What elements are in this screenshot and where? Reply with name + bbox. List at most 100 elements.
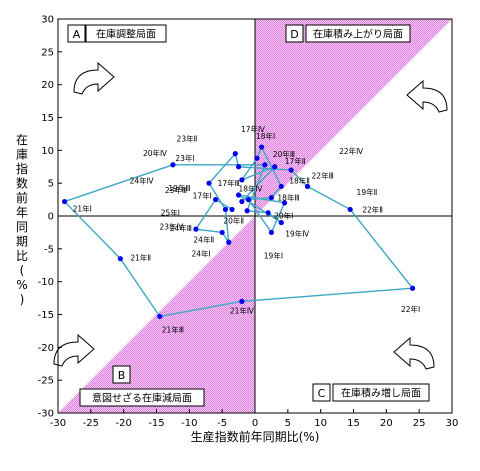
data-point <box>281 200 288 206</box>
point-label: 19年Ⅰ <box>264 250 283 260</box>
point-label: 21年Ⅰ <box>73 204 92 214</box>
point-label: 23年Ⅳ <box>159 221 183 231</box>
quadrant-label: 在庫積み上がり局面 <box>313 28 403 41</box>
point-label: 19年Ⅳ <box>285 229 309 239</box>
x-axis-label: 生産指数前年同期比(%) <box>191 429 320 444</box>
point-label: 24年Ⅲ <box>170 223 192 233</box>
y-axis-label-char: 庫 <box>16 148 28 162</box>
data-point <box>213 196 219 203</box>
x-tick-label: 0 <box>252 418 258 429</box>
point-label: 20年Ⅰ <box>274 211 293 221</box>
y-axis-label-char: 比 <box>16 249 28 263</box>
quadrant-letter-box <box>285 24 304 43</box>
y-axis-label-char: % <box>16 278 27 292</box>
data-point <box>244 208 250 214</box>
quadrant-label: 在庫調整局面 <box>96 28 156 41</box>
y-tick-label: -10 <box>38 277 54 288</box>
point-label: 22年Ⅱ <box>362 204 383 214</box>
shade-region-lower <box>58 216 255 413</box>
data-point <box>229 206 235 213</box>
quadrant-label: 在庫積み増し局面 <box>341 387 421 400</box>
point-label: 18年Ⅲ <box>277 193 299 203</box>
y-tick-label: 0 <box>48 212 54 223</box>
data-point <box>288 167 294 173</box>
data-point <box>226 239 232 245</box>
data-point <box>61 198 68 205</box>
cycle-arrow-shape <box>73 61 115 95</box>
y-axis-label-char: ) <box>20 293 25 307</box>
quadrant-letter-box <box>67 24 86 43</box>
data-point <box>193 226 199 232</box>
y-tick-label: -30 <box>38 409 54 420</box>
data-point <box>265 210 271 216</box>
point-label: 17年Ⅳ <box>241 124 265 134</box>
x-tick-label: -5 <box>217 418 227 429</box>
quadrant-letter: D <box>290 28 298 41</box>
data-point <box>239 177 245 183</box>
point-label: 17年Ⅲ <box>218 178 240 188</box>
data-point <box>278 219 284 226</box>
point-label: 20年Ⅲ <box>273 149 295 159</box>
data-point <box>222 206 229 213</box>
y-tick-label: -25 <box>38 376 54 387</box>
y-axis-label-char: 在 <box>16 133 28 147</box>
point-label: 22年Ⅰ <box>401 304 420 314</box>
point-label: 24年Ⅰ <box>191 248 210 258</box>
quadrant-label-box <box>332 383 430 402</box>
point-label: 18年Ⅳ <box>238 184 262 194</box>
shaded-regions <box>58 19 452 413</box>
y-tick-label: 20 <box>41 80 54 91</box>
quadrant-letter: B <box>118 369 126 382</box>
quadrant-letter: A <box>73 28 81 41</box>
data-point <box>245 196 252 203</box>
data-point <box>272 164 278 170</box>
y-axis-label-char: 同 <box>16 220 28 234</box>
data-point <box>262 162 268 168</box>
data-point <box>254 155 260 161</box>
quadrant-annotations: A 在庫調整局面 D 在庫積み上がり局面 B 意図せざる在庫減局面 C 在庫積み増し局面 <box>67 24 430 407</box>
quadrant-label-box <box>79 388 205 407</box>
shade-region-upper <box>255 19 452 216</box>
point-label: 17年Ⅱ <box>285 156 306 166</box>
y-tick-label: 5 <box>48 179 54 190</box>
data-point <box>232 151 238 157</box>
point-label: 20年Ⅱ <box>223 216 244 226</box>
y-axis-label-char: ( <box>20 264 25 278</box>
cycle-arrows <box>53 61 448 370</box>
point-label: 22年Ⅲ <box>312 170 334 180</box>
data-point <box>206 180 212 186</box>
data-points <box>61 144 416 320</box>
point-label: 17年Ⅰ <box>193 191 212 201</box>
quadrant-letter-box <box>312 383 331 402</box>
cycle-arrow-icon <box>393 336 435 370</box>
cycle-arrow-icon <box>73 61 115 95</box>
y-axis-label-char: 前 <box>16 190 28 205</box>
cycle-arrow-icon <box>53 333 95 367</box>
quadrant-label-box <box>85 24 167 43</box>
point-label: 24年Ⅳ <box>130 176 154 186</box>
point-label: 20年Ⅳ <box>143 148 167 158</box>
point-label: 19年Ⅱ <box>357 187 378 197</box>
point-label: 23年Ⅱ <box>177 134 198 144</box>
x-tick-label: -25 <box>83 418 99 429</box>
data-point <box>219 229 225 236</box>
data-point <box>239 298 245 304</box>
y-axis-label: 在庫指数前年同期比(%) <box>16 133 28 307</box>
y-axis-label-char: 期 <box>16 235 28 249</box>
quadrant-letter-box <box>112 365 131 384</box>
cycle-arrow-icon <box>406 79 448 113</box>
data-point <box>157 313 163 320</box>
y-tick-label: -20 <box>38 343 54 354</box>
point-label: 24年Ⅱ <box>193 234 214 244</box>
y-axis-label-char: 指 <box>16 161 28 176</box>
data-point <box>258 144 265 150</box>
reference-lines <box>58 19 452 413</box>
x-tick-label: -15 <box>148 418 164 429</box>
point-label: 19年Ⅲ <box>168 183 190 193</box>
point-label: 21年Ⅳ <box>230 305 254 315</box>
data-point <box>239 198 245 205</box>
quadrant-label: 意図せざる在庫減局面 <box>92 392 192 405</box>
data-point <box>235 192 242 198</box>
data-point <box>347 206 353 213</box>
